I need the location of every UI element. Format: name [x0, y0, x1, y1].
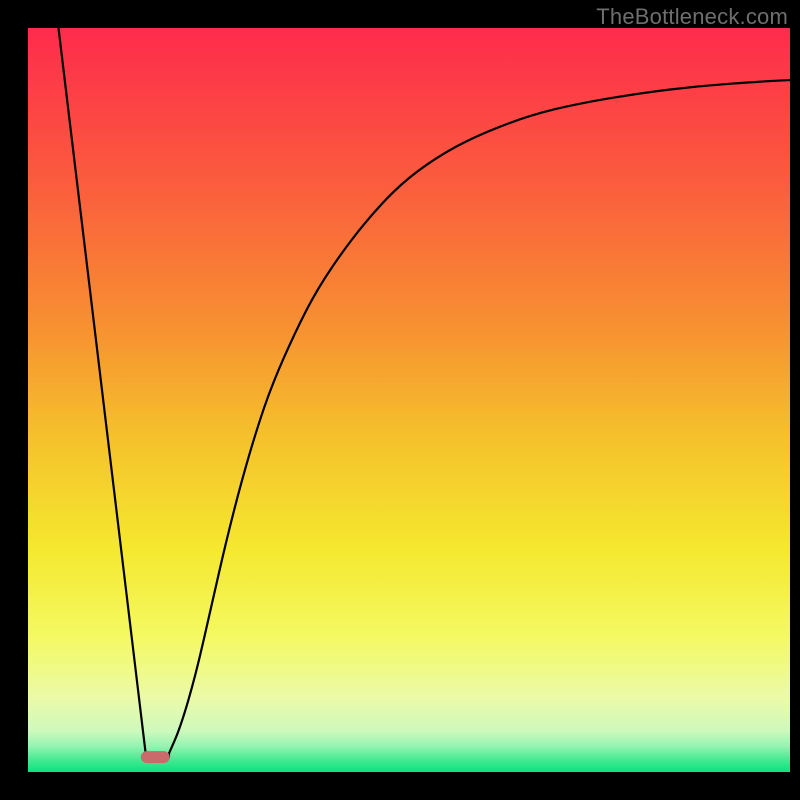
watermark-label: TheBottleneck.com [596, 4, 788, 30]
border-left [0, 0, 28, 800]
border-right [790, 0, 800, 800]
border-bottom [0, 772, 800, 800]
chart-background [28, 28, 790, 772]
optimum-marker [141, 751, 170, 763]
chart-frame: TheBottleneck.com [0, 0, 800, 800]
chart-svg [0, 0, 800, 800]
plot-area [0, 0, 800, 800]
